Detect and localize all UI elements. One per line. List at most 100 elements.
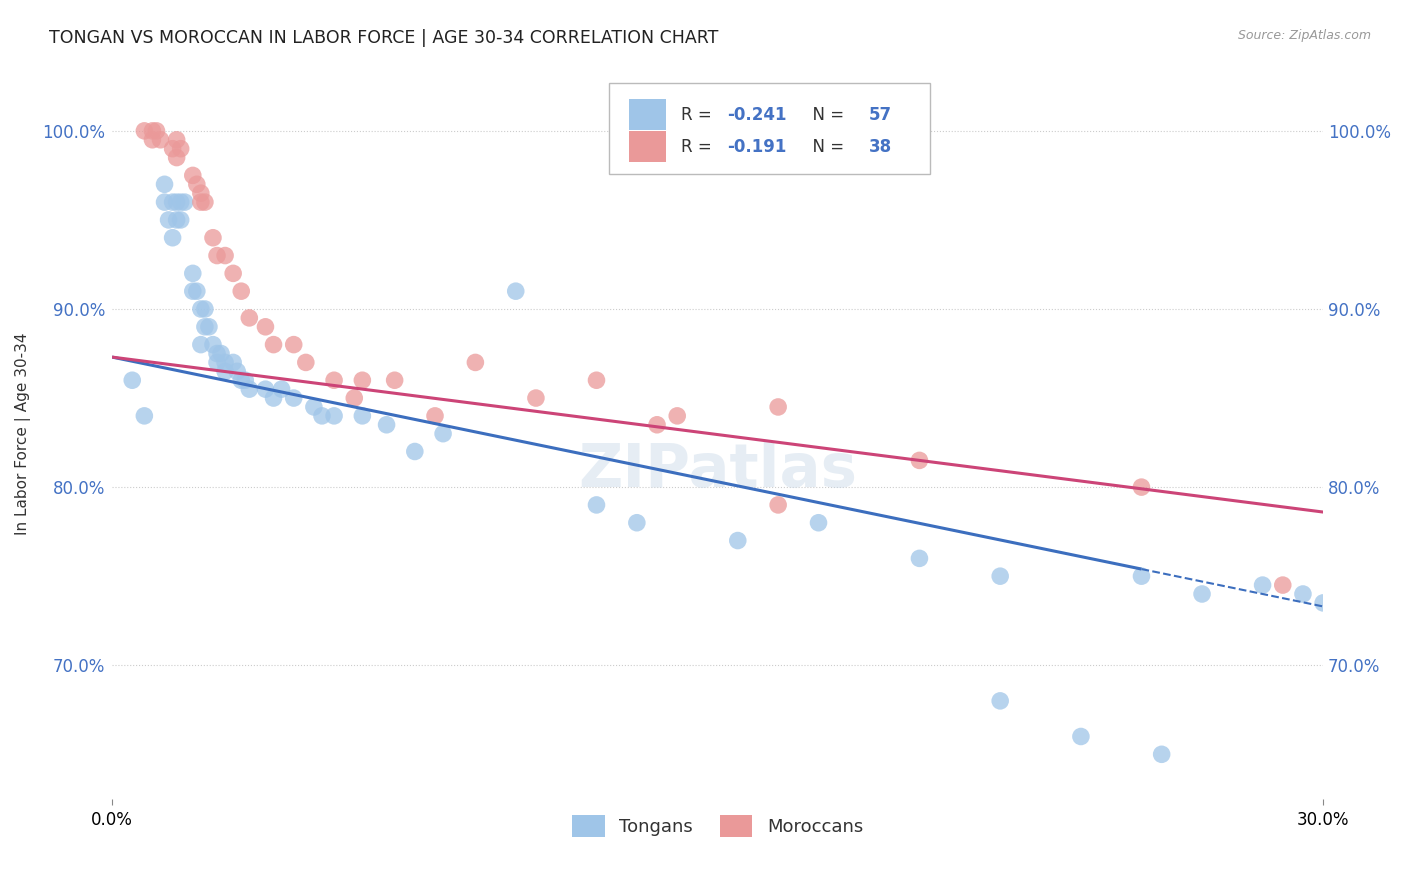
Point: [343, 391, 366, 405]
Text: R =: R =: [682, 105, 717, 123]
Point: [222, 266, 245, 280]
Point: [807, 516, 830, 530]
Point: [166, 151, 188, 165]
Point: [145, 124, 167, 138]
Point: [194, 319, 217, 334]
FancyBboxPatch shape: [630, 131, 665, 162]
Point: [270, 382, 292, 396]
Point: [1312, 596, 1334, 610]
Point: [263, 337, 285, 351]
Point: [585, 373, 607, 387]
Point: [141, 133, 163, 147]
Point: [1191, 587, 1213, 601]
Text: -0.191: -0.191: [727, 137, 787, 156]
Point: [311, 409, 333, 423]
Point: [190, 195, 212, 210]
Point: [166, 133, 188, 147]
Text: 38: 38: [869, 137, 893, 156]
Point: [238, 310, 260, 325]
Point: [404, 444, 426, 458]
FancyBboxPatch shape: [630, 99, 665, 130]
Point: [423, 409, 446, 423]
Point: [157, 213, 180, 227]
Point: [666, 409, 689, 423]
Point: [231, 373, 253, 387]
Point: [323, 409, 346, 423]
Point: [186, 178, 208, 192]
Point: [121, 373, 143, 387]
Point: [254, 319, 277, 334]
Point: [1070, 730, 1092, 744]
Point: [375, 417, 398, 432]
Point: [988, 569, 1011, 583]
Point: [384, 373, 406, 387]
Text: R =: R =: [682, 137, 717, 156]
Point: [162, 231, 184, 245]
Point: [153, 195, 176, 210]
Point: [352, 409, 374, 423]
Point: [1130, 569, 1153, 583]
Point: [205, 248, 228, 262]
Text: 57: 57: [869, 105, 893, 123]
Point: [908, 453, 931, 467]
Point: [283, 391, 305, 405]
Point: [190, 337, 212, 351]
Y-axis label: In Labor Force | Age 30-34: In Labor Force | Age 30-34: [15, 333, 31, 535]
Point: [231, 284, 253, 298]
Legend: Tongans, Moroccans: Tongans, Moroccans: [565, 808, 870, 845]
Point: [352, 373, 374, 387]
Point: [585, 498, 607, 512]
Point: [323, 373, 346, 387]
Point: [1251, 578, 1274, 592]
Point: [149, 133, 172, 147]
Point: [766, 400, 789, 414]
Point: [162, 195, 184, 210]
Point: [214, 364, 236, 378]
Point: [626, 516, 648, 530]
Text: N =: N =: [803, 137, 849, 156]
Point: [166, 213, 188, 227]
Text: N =: N =: [803, 105, 849, 123]
Point: [153, 178, 176, 192]
Point: [432, 426, 454, 441]
Point: [186, 284, 208, 298]
Point: [205, 346, 228, 360]
Point: [222, 355, 245, 369]
Point: [194, 301, 217, 316]
Point: [134, 124, 156, 138]
Point: [181, 266, 204, 280]
Point: [238, 382, 260, 396]
Point: [198, 319, 221, 334]
Point: [209, 346, 232, 360]
Point: [214, 248, 236, 262]
Point: [295, 355, 318, 369]
Point: [1271, 578, 1294, 592]
Text: ZIPatlas: ZIPatlas: [578, 441, 858, 500]
Point: [727, 533, 749, 548]
Point: [214, 355, 236, 369]
Point: [1150, 747, 1173, 762]
Point: [194, 195, 217, 210]
Point: [988, 694, 1011, 708]
Point: [162, 142, 184, 156]
FancyBboxPatch shape: [609, 83, 929, 175]
Point: [190, 301, 212, 316]
Point: [134, 409, 156, 423]
Point: [205, 355, 228, 369]
Point: [201, 231, 224, 245]
Point: [226, 364, 249, 378]
Text: TONGAN VS MOROCCAN IN LABOR FORCE | AGE 30-34 CORRELATION CHART: TONGAN VS MOROCCAN IN LABOR FORCE | AGE …: [49, 29, 718, 46]
Point: [181, 169, 204, 183]
Point: [170, 142, 193, 156]
Point: [908, 551, 931, 566]
Point: [283, 337, 305, 351]
Point: [166, 195, 188, 210]
Point: [201, 337, 224, 351]
Point: [170, 195, 193, 210]
Point: [170, 213, 193, 227]
Point: [233, 373, 256, 387]
Point: [1130, 480, 1153, 494]
Point: [645, 417, 668, 432]
Point: [263, 391, 285, 405]
Point: [766, 498, 789, 512]
